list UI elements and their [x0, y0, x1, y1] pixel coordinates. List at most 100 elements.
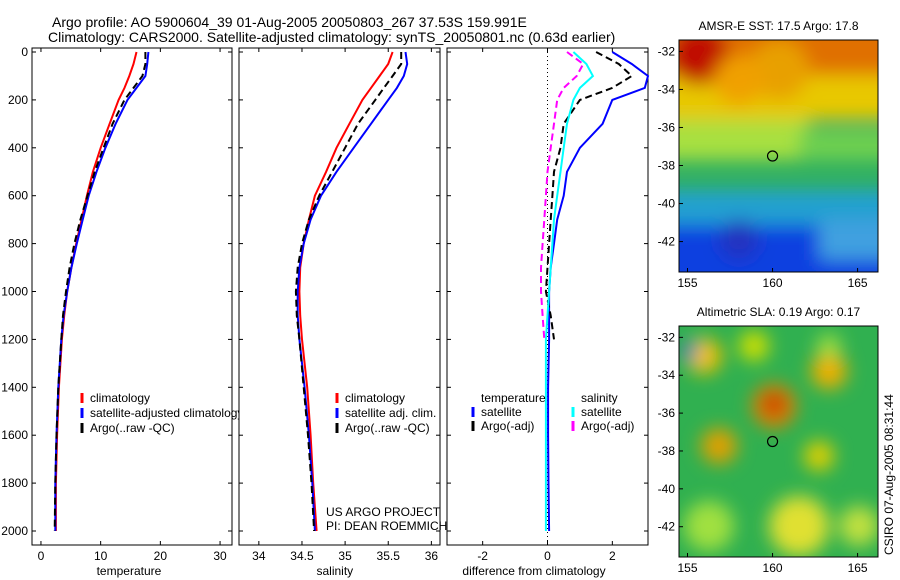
map-field [769, 496, 829, 556]
y-tick-label: -36 [658, 406, 676, 420]
x-tick-label: 0 [38, 549, 45, 563]
profile-panel-2: 34 34.5 35 35.5 36 salinity climatologysatelli… [238, 47, 441, 578]
y-tick-label: 1000 [1, 285, 28, 299]
x-tick-label: 155 [677, 276, 697, 290]
y-tick-label: 0 [21, 45, 28, 59]
y-tick-label: 2000 [1, 524, 28, 538]
series-line-temperature-satellite [547, 51, 650, 532]
y-tick-label: -38 [658, 444, 676, 458]
x-tick-label: 35 [338, 549, 352, 563]
map-field [819, 220, 878, 260]
map-field [684, 501, 734, 551]
legend-label: satellite adj. clim. [345, 406, 436, 420]
x-tick-label: 0 [544, 549, 551, 563]
x-tick-label: 36 [425, 549, 439, 563]
x-tick-label: 10 [94, 549, 108, 563]
map-title: AMSR-E SST: 17.5 Argo: 17.8 [698, 19, 858, 33]
map-field [739, 331, 769, 361]
x-tick-label: 2 [609, 549, 616, 563]
legend-label: satellite-adjusted climatology [90, 406, 243, 420]
series-line-argo-raw-qc- [53, 52, 147, 532]
map-field [764, 394, 784, 414]
series-line-temperature-argo-adj- [544, 51, 634, 340]
y-tick-label: 1800 [1, 476, 28, 490]
x-tick-label: 165 [848, 561, 868, 575]
legend-label: Argo(-adj) [481, 419, 534, 433]
y-tick-label: 200 [8, 93, 28, 107]
argo-location-marker [766, 150, 779, 162]
legend-label: Argo(..raw -QC) [345, 421, 430, 435]
y-tick-label: 1600 [1, 428, 28, 442]
x-tick-label: 160 [763, 561, 783, 575]
map-field [804, 441, 834, 471]
y-tick-label: 600 [8, 189, 28, 203]
map-frame [678, 325, 879, 558]
legend-header: temperature [481, 391, 546, 405]
y-tick-label: -40 [658, 197, 676, 211]
legend-label: Argo(..raw -QC) [90, 421, 175, 435]
timestamp-stamp: CSIRO 07-Aug-2005 08:31:44 [882, 394, 896, 555]
map-field [811, 353, 847, 389]
x-tick-label: 30 [213, 549, 227, 563]
x-axis-label: temperature [97, 564, 162, 578]
credit-line-1: US ARGO PROJECT [326, 505, 441, 519]
x-tick-label: 155 [677, 561, 697, 575]
map-field [701, 428, 737, 464]
title-line-1: Argo profile: AO 5900604_39 01-Aug-2005 … [52, 14, 527, 30]
y-tick-label: -32 [658, 44, 676, 58]
map-field [799, 130, 878, 160]
map-field [719, 220, 759, 260]
profile-panel-3: -2 0 2 difference from climatology temperatu… [446, 47, 650, 578]
y-tick-label: -36 [658, 120, 676, 134]
x-axis-label: salinity [316, 564, 353, 578]
map-field [749, 40, 809, 100]
argo-location-marker [766, 435, 779, 448]
profile-panel-1: 0 10 20 30 0 200 400 600 800 1000 1200 1400 1600 1800… [1, 45, 243, 578]
y-tick-label: 1400 [1, 380, 28, 394]
map-field [681, 343, 697, 359]
y-tick-label: -42 [658, 520, 676, 534]
legend-label: satellite [581, 405, 622, 419]
x-tick-label: 165 [848, 276, 868, 290]
credit-line-2: PI: DEAN ROEMMICH [326, 519, 448, 533]
x-axis-label: difference from climatology [462, 564, 605, 578]
y-tick-label: 400 [8, 141, 28, 155]
y-tick-label: -34 [658, 368, 676, 382]
map-title: Altimetric SLA: 0.19 Argo: 0.17 [697, 305, 861, 319]
legend-label: satellite [481, 405, 522, 419]
y-tick-label: -34 [658, 82, 676, 96]
sst-map: AMSR-E SST: 17.5 Argo: 17.8 155 160 165 -32 -… [658, 19, 879, 290]
axes-box [31, 47, 233, 546]
series-line-salinity-argo-adj- [540, 51, 585, 340]
series-line-satellite-adjusted-climatology [54, 51, 150, 531]
axes-box [238, 47, 441, 546]
y-tick-label: -32 [658, 330, 676, 344]
legend-label: climatology [345, 391, 405, 405]
x-tick-label: 160 [763, 276, 783, 290]
legend-label: climatology [90, 391, 150, 405]
y-tick-label: -42 [658, 235, 676, 249]
legend-label: Argo(-adj) [581, 419, 634, 433]
x-tick-label: 34 [252, 549, 266, 563]
map-frame [678, 39, 879, 273]
y-tick-label: -40 [658, 482, 676, 496]
map-image [679, 326, 878, 557]
map-field [714, 55, 764, 105]
y-tick-label: 800 [8, 237, 28, 251]
title-line-2: Climatology: CARS2000. Satellite-adjuste… [48, 29, 616, 45]
legend-header: salinity [581, 391, 618, 405]
x-tick-label: 35.5 [377, 549, 401, 563]
y-tick-label: -38 [658, 159, 676, 173]
x-tick-label: -2 [477, 549, 488, 563]
series-line-argo-raw-qc- [294, 52, 403, 532]
map-field [679, 120, 809, 160]
sla-map: Altimetric SLA: 0.19 Argo: 0.17 155 160 165… [658, 305, 879, 575]
map-image [679, 40, 878, 272]
x-tick-label: 34.5 [290, 549, 314, 563]
series-line-salinity-satellite [544, 51, 595, 531]
map-field [839, 506, 878, 546]
map-field [817, 334, 841, 358]
x-tick-label: 20 [154, 549, 168, 563]
